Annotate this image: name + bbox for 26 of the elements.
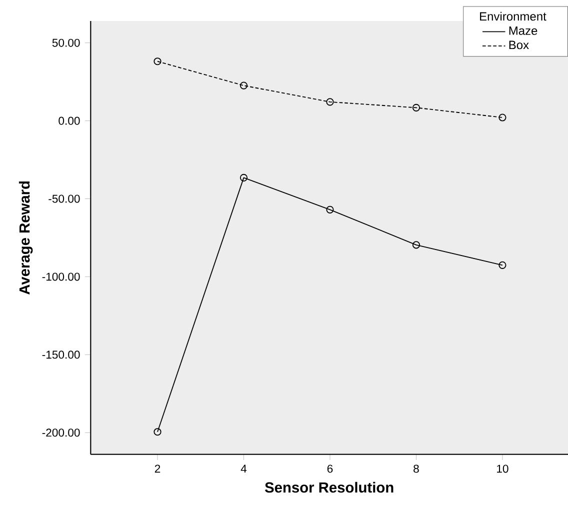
y-axis-title: Average Reward: [18, 181, 33, 294]
legend-title: Environment: [480, 12, 546, 21]
y-tick-label: -100.00: [42, 272, 80, 281]
x-tick-label: 2: [154, 464, 160, 473]
x-tick-label: 4: [240, 464, 247, 473]
point: [154, 58, 162, 66]
x-axis-title: Sensor Resolution: [264, 482, 394, 493]
point: [326, 206, 334, 214]
point: [326, 98, 334, 106]
point: [240, 82, 248, 90]
point: [412, 104, 420, 112]
legend-label: Box: [509, 40, 529, 50]
point: [498, 114, 506, 122]
point: [240, 174, 248, 182]
y-tick-label: 50.00: [52, 38, 80, 47]
y-tick-label: -50.00: [48, 194, 80, 203]
x-tick-label: 8: [414, 464, 419, 473]
y-tick-label: 0.00: [58, 116, 80, 125]
point: [498, 261, 506, 269]
x-tick-label: 10: [497, 464, 508, 473]
y-tick-label: -200.00: [42, 428, 80, 437]
y-tick-label: -150.00: [42, 350, 80, 359]
legend-label: Maze: [509, 26, 538, 35]
x-tick-label: 6: [327, 464, 333, 473]
point: [154, 428, 162, 436]
point: [412, 241, 420, 249]
